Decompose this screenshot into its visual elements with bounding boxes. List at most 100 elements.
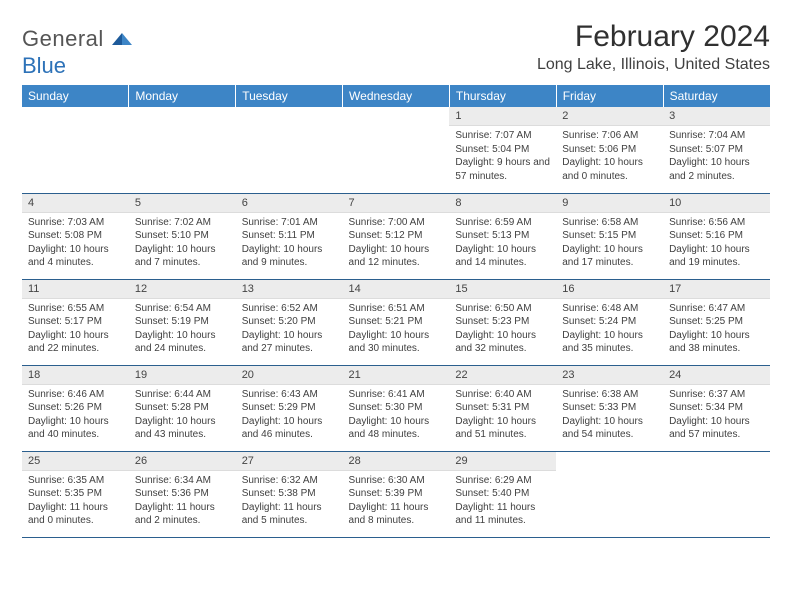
sunrise-text: Sunrise: 6:46 AM — [28, 388, 123, 402]
sunrise-text: Sunrise: 6:58 AM — [562, 216, 657, 230]
day-number: 4 — [22, 194, 129, 213]
sunset-text: Sunset: 5:31 PM — [455, 401, 550, 415]
day-details: Sunrise: 6:54 AMSunset: 5:19 PMDaylight:… — [129, 299, 236, 360]
calendar-day-cell: 4Sunrise: 7:03 AMSunset: 5:08 PMDaylight… — [22, 193, 129, 279]
day-details: Sunrise: 6:51 AMSunset: 5:21 PMDaylight:… — [343, 299, 450, 360]
day-details: Sunrise: 6:52 AMSunset: 5:20 PMDaylight:… — [236, 299, 343, 360]
day-number: 24 — [663, 366, 770, 385]
daylight-text: Daylight: 10 hours and 51 minutes. — [455, 415, 550, 442]
day-number: 17 — [663, 280, 770, 299]
page-header: General Blue February 2024 Long Lake, Il… — [22, 20, 770, 79]
day-number: 7 — [343, 194, 450, 213]
day-number: 3 — [663, 107, 770, 126]
calendar-day-cell: 3Sunrise: 7:04 AMSunset: 5:07 PMDaylight… — [663, 107, 770, 193]
sunrise-text: Sunrise: 6:30 AM — [349, 474, 444, 488]
day-number: 8 — [449, 194, 556, 213]
daylight-text: Daylight: 10 hours and 35 minutes. — [562, 329, 657, 356]
day-number: 22 — [449, 366, 556, 385]
daylight-text: Daylight: 10 hours and 22 minutes. — [28, 329, 123, 356]
weekday-header: Monday — [129, 85, 236, 107]
sunrise-text: Sunrise: 6:54 AM — [135, 302, 230, 316]
calendar-day-cell: 12Sunrise: 6:54 AMSunset: 5:19 PMDayligh… — [129, 279, 236, 365]
brand-logo: General Blue — [22, 26, 132, 79]
day-number: 19 — [129, 366, 236, 385]
sunset-text: Sunset: 5:35 PM — [28, 487, 123, 501]
month-title: February 2024 — [537, 20, 770, 54]
calendar-day-cell: 8Sunrise: 6:59 AMSunset: 5:13 PMDaylight… — [449, 193, 556, 279]
sunset-text: Sunset: 5:30 PM — [349, 401, 444, 415]
calendar-day-cell: 19Sunrise: 6:44 AMSunset: 5:28 PMDayligh… — [129, 365, 236, 451]
sunrise-text: Sunrise: 7:04 AM — [669, 129, 764, 143]
sunrise-text: Sunrise: 6:38 AM — [562, 388, 657, 402]
calendar-day-cell: 2Sunrise: 7:06 AMSunset: 5:06 PMDaylight… — [556, 107, 663, 193]
sunset-text: Sunset: 5:28 PM — [135, 401, 230, 415]
sunrise-text: Sunrise: 6:41 AM — [349, 388, 444, 402]
daylight-text: Daylight: 10 hours and 57 minutes. — [669, 415, 764, 442]
daylight-text: Daylight: 10 hours and 30 minutes. — [349, 329, 444, 356]
sunset-text: Sunset: 5:29 PM — [242, 401, 337, 415]
calendar-week-row: 1Sunrise: 7:07 AMSunset: 5:04 PMDaylight… — [22, 107, 770, 193]
calendar-day-cell: 1Sunrise: 7:07 AMSunset: 5:04 PMDaylight… — [449, 107, 556, 193]
calendar-day-cell: 23Sunrise: 6:38 AMSunset: 5:33 PMDayligh… — [556, 365, 663, 451]
calendar-week-row: 11Sunrise: 6:55 AMSunset: 5:17 PMDayligh… — [22, 279, 770, 365]
sunset-text: Sunset: 5:38 PM — [242, 487, 337, 501]
calendar-day-cell — [343, 107, 450, 193]
day-details: Sunrise: 6:38 AMSunset: 5:33 PMDaylight:… — [556, 385, 663, 446]
day-details: Sunrise: 6:29 AMSunset: 5:40 PMDaylight:… — [449, 471, 556, 532]
sunset-text: Sunset: 5:26 PM — [28, 401, 123, 415]
sunset-text: Sunset: 5:10 PM — [135, 229, 230, 243]
daylight-text: Daylight: 11 hours and 0 minutes. — [28, 501, 123, 528]
sunrise-text: Sunrise: 6:44 AM — [135, 388, 230, 402]
daylight-text: Daylight: 10 hours and 12 minutes. — [349, 243, 444, 270]
day-details: Sunrise: 6:41 AMSunset: 5:30 PMDaylight:… — [343, 385, 450, 446]
calendar-day-cell: 5Sunrise: 7:02 AMSunset: 5:10 PMDaylight… — [129, 193, 236, 279]
day-details: Sunrise: 6:46 AMSunset: 5:26 PMDaylight:… — [22, 385, 129, 446]
calendar-day-cell: 16Sunrise: 6:48 AMSunset: 5:24 PMDayligh… — [556, 279, 663, 365]
day-number: 14 — [343, 280, 450, 299]
day-details: Sunrise: 6:56 AMSunset: 5:16 PMDaylight:… — [663, 213, 770, 274]
calendar-week-row: 18Sunrise: 6:46 AMSunset: 5:26 PMDayligh… — [22, 365, 770, 451]
day-number: 13 — [236, 280, 343, 299]
calendar-day-cell: 18Sunrise: 6:46 AMSunset: 5:26 PMDayligh… — [22, 365, 129, 451]
calendar-day-cell — [663, 451, 770, 537]
sunset-text: Sunset: 5:40 PM — [455, 487, 550, 501]
day-number: 12 — [129, 280, 236, 299]
daylight-text: Daylight: 10 hours and 7 minutes. — [135, 243, 230, 270]
day-number: 18 — [22, 366, 129, 385]
day-number: 2 — [556, 107, 663, 126]
daylight-text: Daylight: 10 hours and 38 minutes. — [669, 329, 764, 356]
logo-text-bottom: Blue — [22, 53, 66, 78]
day-details: Sunrise: 6:37 AMSunset: 5:34 PMDaylight:… — [663, 385, 770, 446]
calendar-day-cell: 9Sunrise: 6:58 AMSunset: 5:15 PMDaylight… — [556, 193, 663, 279]
calendar-day-cell: 21Sunrise: 6:41 AMSunset: 5:30 PMDayligh… — [343, 365, 450, 451]
day-details: Sunrise: 7:02 AMSunset: 5:10 PMDaylight:… — [129, 213, 236, 274]
sunset-text: Sunset: 5:15 PM — [562, 229, 657, 243]
calendar-day-cell: 14Sunrise: 6:51 AMSunset: 5:21 PMDayligh… — [343, 279, 450, 365]
day-details: Sunrise: 6:58 AMSunset: 5:15 PMDaylight:… — [556, 213, 663, 274]
sunrise-text: Sunrise: 7:00 AM — [349, 216, 444, 230]
day-details: Sunrise: 6:59 AMSunset: 5:13 PMDaylight:… — [449, 213, 556, 274]
calendar-day-cell: 27Sunrise: 6:32 AMSunset: 5:38 PMDayligh… — [236, 451, 343, 537]
sunset-text: Sunset: 5:33 PM — [562, 401, 657, 415]
weekday-header: Friday — [556, 85, 663, 107]
daylight-text: Daylight: 10 hours and 24 minutes. — [135, 329, 230, 356]
day-details: Sunrise: 6:50 AMSunset: 5:23 PMDaylight:… — [449, 299, 556, 360]
day-details: Sunrise: 6:32 AMSunset: 5:38 PMDaylight:… — [236, 471, 343, 532]
daylight-text: Daylight: 10 hours and 2 minutes. — [669, 156, 764, 183]
calendar-day-cell: 26Sunrise: 6:34 AMSunset: 5:36 PMDayligh… — [129, 451, 236, 537]
day-details: Sunrise: 6:44 AMSunset: 5:28 PMDaylight:… — [129, 385, 236, 446]
calendar-day-cell — [129, 107, 236, 193]
daylight-text: Daylight: 10 hours and 0 minutes. — [562, 156, 657, 183]
sunset-text: Sunset: 5:25 PM — [669, 315, 764, 329]
sunrise-text: Sunrise: 6:48 AM — [562, 302, 657, 316]
day-number: 29 — [449, 452, 556, 471]
daylight-text: Daylight: 10 hours and 32 minutes. — [455, 329, 550, 356]
calendar-week-row: 25Sunrise: 6:35 AMSunset: 5:35 PMDayligh… — [22, 451, 770, 537]
day-number: 20 — [236, 366, 343, 385]
sunset-text: Sunset: 5:04 PM — [455, 143, 550, 157]
calendar-day-cell: 22Sunrise: 6:40 AMSunset: 5:31 PMDayligh… — [449, 365, 556, 451]
daylight-text: Daylight: 10 hours and 14 minutes. — [455, 243, 550, 270]
sunrise-text: Sunrise: 6:34 AM — [135, 474, 230, 488]
sunset-text: Sunset: 5:20 PM — [242, 315, 337, 329]
calendar-day-cell: 7Sunrise: 7:00 AMSunset: 5:12 PMDaylight… — [343, 193, 450, 279]
